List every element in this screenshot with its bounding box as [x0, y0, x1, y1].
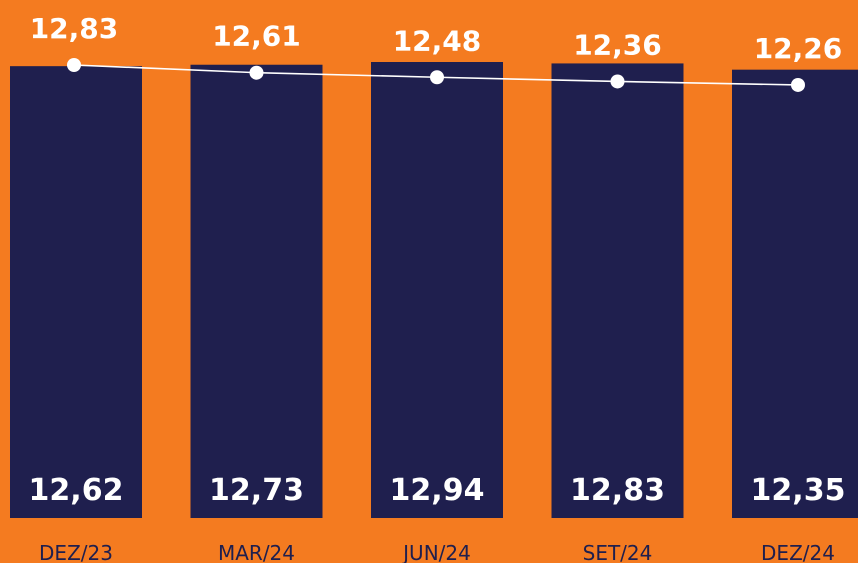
x-tick-label: JUN/24 — [401, 541, 471, 563]
bar — [371, 62, 503, 518]
line-value-label: 12,36 — [573, 28, 662, 61]
bar-value-label: 12,94 — [390, 473, 485, 508]
bar-value-label: 12,73 — [209, 473, 304, 508]
line-value-label: 12,83 — [30, 12, 119, 45]
bar-value-label: 12,62 — [29, 473, 124, 508]
x-tick-label: SET/24 — [583, 541, 653, 563]
x-tick-label: DEZ/24 — [761, 541, 835, 563]
line-value-label: 12,48 — [393, 24, 482, 57]
line-point — [610, 74, 625, 89]
bar — [190, 64, 323, 518]
line-point — [430, 70, 444, 85]
x-tick-label: MAR/24 — [218, 541, 295, 563]
bar — [10, 66, 142, 518]
line-point — [67, 58, 81, 72]
line-value-label: 12,26 — [754, 32, 843, 65]
x-tick-label: DEZ/23 — [39, 541, 113, 563]
line-point — [249, 65, 264, 80]
line-value-label: 12,61 — [212, 20, 301, 53]
bar — [551, 63, 684, 519]
bar — [732, 69, 858, 519]
line-point — [791, 77, 805, 92]
bar-value-label: 12,35 — [751, 473, 846, 508]
bar-value-label: 12,83 — [570, 473, 665, 508]
